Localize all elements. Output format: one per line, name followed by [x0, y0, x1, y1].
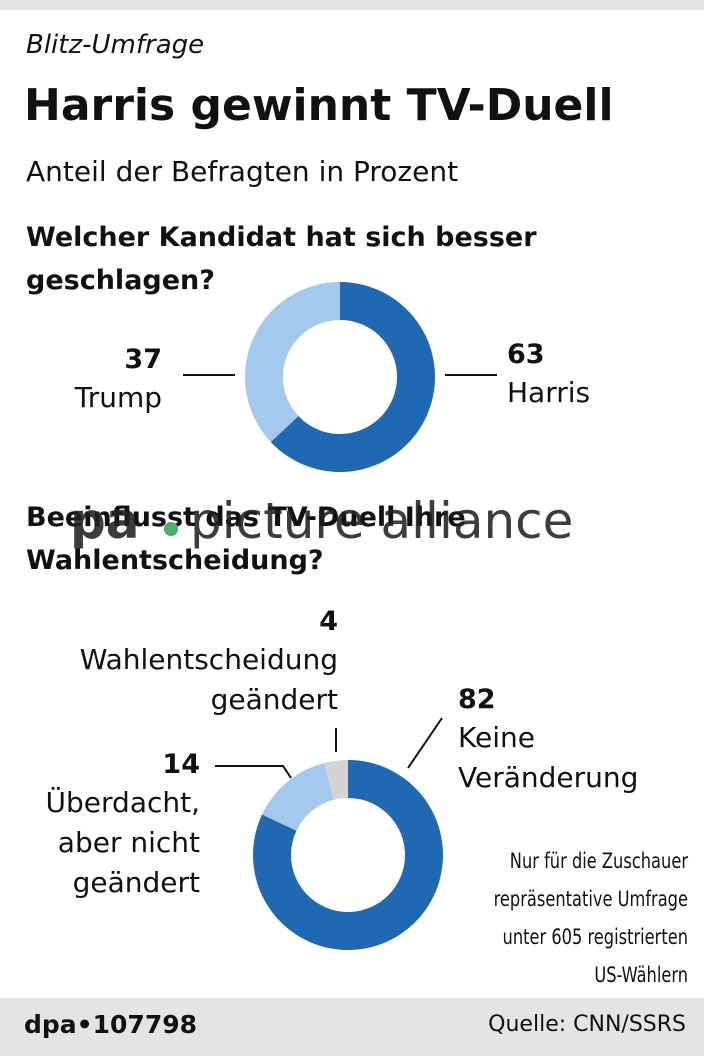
- value-label: 63: [507, 339, 545, 370]
- title: Harris gewinnt TV-Duell: [24, 80, 614, 131]
- leader-line: [407, 717, 443, 769]
- donut-segment: [262, 762, 334, 831]
- category-label: Wahlentscheidung geändert: [79, 643, 338, 716]
- donut-segment: [324, 760, 348, 800]
- value-label: 4: [319, 606, 338, 637]
- top-bar: [0, 0, 704, 10]
- note: Nur für die Zuschauer repräsentative Umf…: [493, 849, 688, 987]
- footer-source: Quelle: CNN/SSRS: [488, 1012, 686, 1037]
- watermark: pa: [70, 492, 140, 550]
- watermark: picture alliance: [190, 492, 574, 550]
- watermark-dot: [164, 522, 178, 536]
- question: Beeinflusst das TV-Duell Ihre Wahlentsch…: [26, 502, 466, 576]
- leader-line: [215, 765, 292, 779]
- category-label: Keine Veränderung: [458, 721, 639, 794]
- donut-segment: [270, 282, 436, 472]
- category-label: Überdacht, aber nicht geändert: [45, 786, 200, 899]
- value-label: 37: [124, 344, 162, 375]
- value-label: 82: [458, 684, 496, 715]
- donut-segment: [245, 282, 340, 443]
- category-label: Harris: [507, 376, 591, 409]
- question: Welcher Kandidat hat sich besser geschla…: [26, 222, 537, 296]
- kicker: Blitz-Umfrage: [26, 30, 205, 60]
- subtitle: Anteil der Befragten in Prozent: [26, 155, 459, 188]
- footer-bar: [0, 998, 704, 1056]
- donut-segment: [252, 760, 444, 950]
- value-label: 14: [162, 749, 200, 780]
- footer-id: dpa•107798: [24, 1010, 198, 1039]
- category-label: Trump: [74, 381, 162, 414]
